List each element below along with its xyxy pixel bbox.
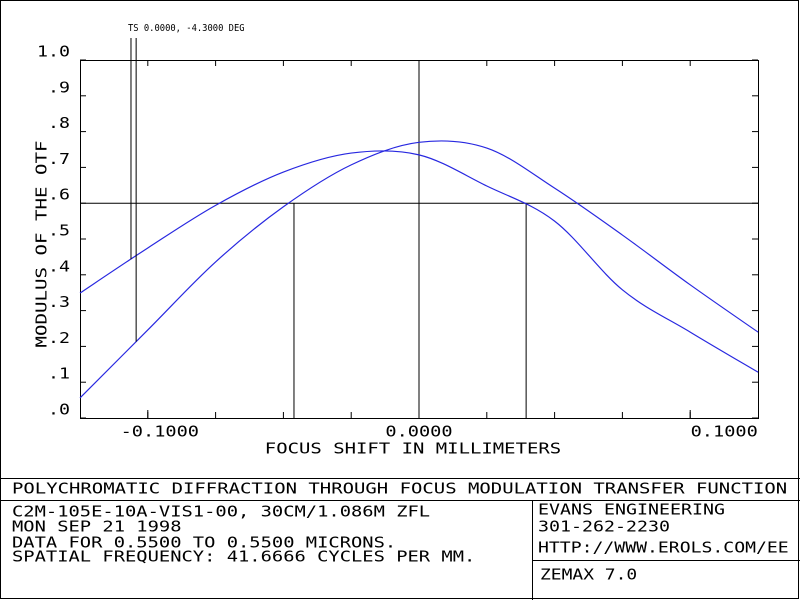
y-tick-label: .0	[48, 401, 70, 419]
footer-line: EVANS ENGINEERING	[538, 501, 725, 519]
y-tick-label: 1.0	[37, 43, 70, 61]
footer-line: 301-262-2230	[538, 518, 670, 536]
x-tick-label: -0.1000	[121, 423, 199, 441]
y-tick-label: .9	[48, 78, 70, 96]
footer-version: ZEMAX 7.0	[540, 566, 637, 584]
y-tick-label: .8	[48, 114, 70, 132]
y-tick-label: .5	[48, 222, 70, 240]
footer-line: SPATIAL FREQUENCY: 41.6666 CYCLES PER MM…	[12, 548, 475, 566]
footer-line: HTTP://WWW.EROLS.COM/EE	[538, 539, 789, 557]
legend-label: TS 0.0000, -4.3000 DEG	[128, 23, 245, 34]
y-tick-label: .1	[48, 365, 70, 383]
chart-title: POLYCHROMATIC DIFFRACTION THROUGH FOCUS …	[12, 480, 787, 498]
series-line	[79, 150, 759, 373]
y-tick-label: .3	[48, 293, 70, 311]
x-tick-label: 0.0000	[385, 423, 452, 441]
y-tick-label: .2	[48, 329, 70, 347]
y-tick-label: .4	[48, 257, 70, 275]
y-axis-label: MODULUS OF THE OTF	[33, 141, 51, 348]
footer-line: DATA FOR 0.5500 TO 0.5500 MICRONS.	[12, 534, 396, 552]
footer-line: MON SEP 21 1998	[12, 518, 182, 536]
x-axis-label: FOCUS SHIFT IN MILLIMETERS	[265, 440, 561, 458]
footer-line: C2M-105E-10A-VIS1-00, 30CM/1.086M ZFL	[12, 503, 430, 521]
y-tick-label: .6	[48, 186, 70, 204]
x-tick-label: 0.1000	[691, 423, 758, 441]
series-line	[79, 140, 759, 399]
y-tick-label: .7	[48, 150, 70, 168]
